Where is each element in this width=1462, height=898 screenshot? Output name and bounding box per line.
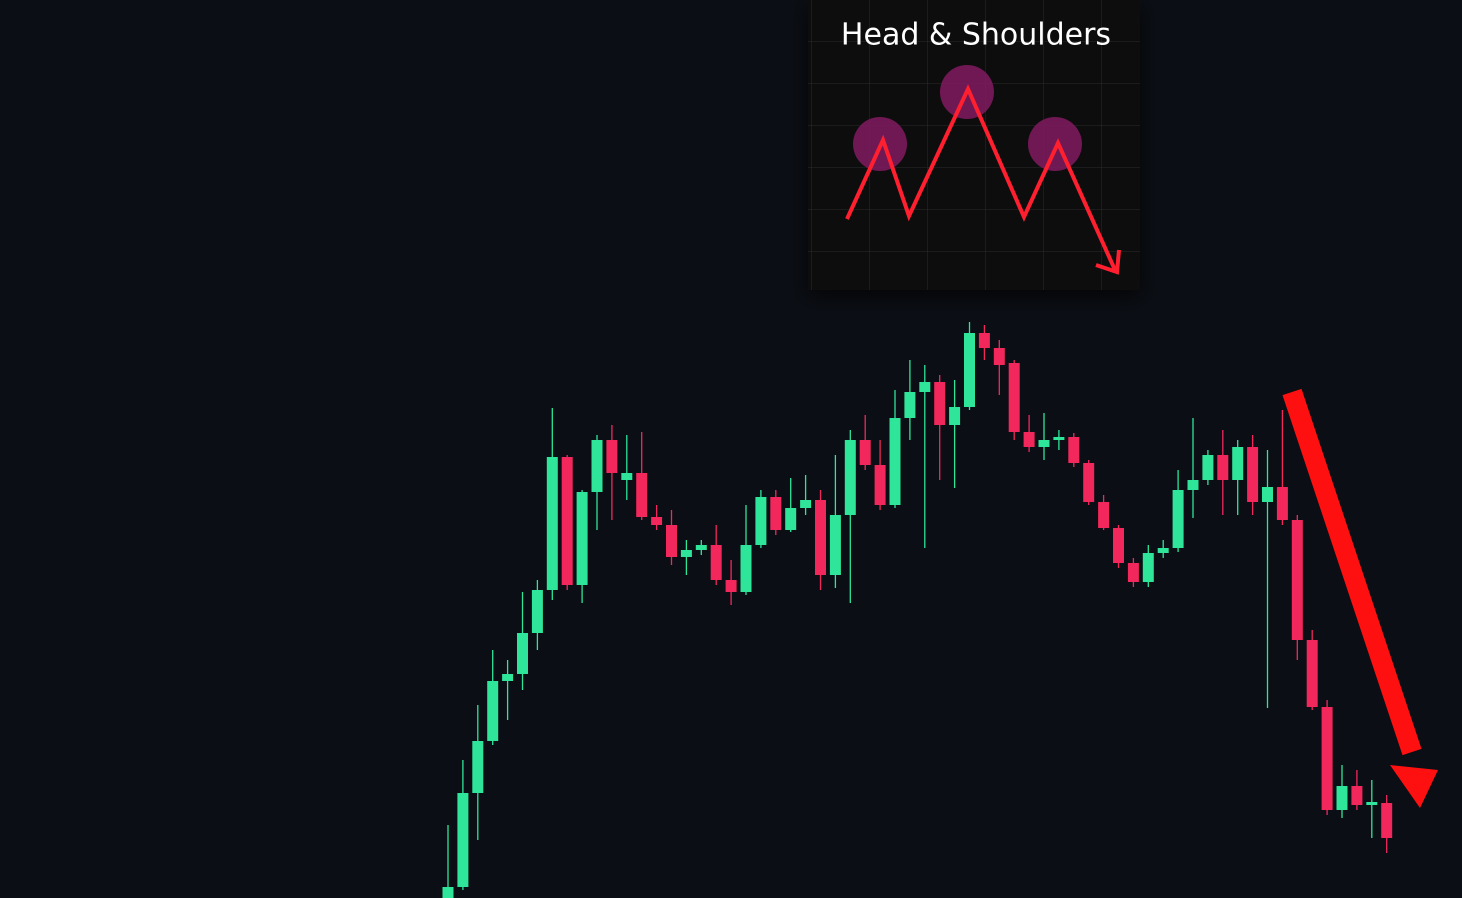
candle-body	[800, 500, 812, 508]
candle-body	[680, 550, 692, 557]
candle-body	[770, 497, 782, 530]
candle-body	[576, 492, 588, 585]
candle-body	[1038, 440, 1050, 447]
candle-body	[636, 473, 648, 517]
candle-body	[904, 392, 916, 418]
candle-body	[710, 545, 722, 580]
candle-body	[874, 465, 886, 505]
candle-body	[1306, 640, 1318, 707]
candle-body	[1247, 447, 1259, 502]
trend-arrow-head	[1390, 765, 1438, 808]
candle-body	[859, 440, 871, 465]
candle-body	[844, 440, 856, 515]
candle-body	[1187, 480, 1199, 490]
candle-body	[651, 517, 663, 525]
inset: Head & Shoulders	[808, 0, 1140, 290]
candle-body	[1232, 447, 1244, 480]
candle-body	[1157, 548, 1169, 553]
candle-body	[1023, 432, 1035, 447]
candle-body	[1321, 707, 1333, 810]
candle-body	[666, 525, 677, 557]
candle-body	[1127, 563, 1139, 582]
candle-body	[561, 457, 573, 585]
candle-body	[978, 333, 990, 348]
candle-body	[1217, 455, 1229, 480]
candle-body	[1291, 520, 1303, 640]
candle-body	[621, 473, 633, 480]
candle-body	[1366, 802, 1378, 805]
candle-body	[1276, 487, 1288, 520]
candle-body	[531, 590, 543, 633]
candle-body	[1172, 490, 1184, 548]
candle-body	[1098, 502, 1110, 528]
candle-body	[934, 382, 946, 425]
candle-body	[606, 440, 618, 473]
candle-body	[889, 418, 901, 505]
candle-body	[487, 681, 499, 741]
candles	[442, 322, 1393, 898]
candle-body	[1202, 455, 1214, 480]
candle-body	[755, 497, 767, 545]
pattern-line	[845, 84, 1117, 271]
candle-body	[502, 674, 514, 681]
candle-body	[695, 545, 707, 550]
candle-body	[949, 407, 961, 425]
candle-body	[1351, 786, 1363, 805]
candle-body	[517, 633, 528, 674]
trend-arrow-shaft	[1282, 388, 1422, 756]
candle-body	[964, 333, 975, 407]
candle-body	[1008, 363, 1020, 432]
candle-body	[546, 457, 558, 590]
candle-body	[1068, 437, 1080, 463]
candle-body	[457, 793, 469, 887]
trend-arrow	[1282, 388, 1438, 808]
candle-body	[919, 382, 931, 392]
candle-body	[1053, 437, 1065, 440]
shoulder-marker	[1028, 117, 1082, 171]
candle-body	[1142, 553, 1154, 582]
candle-body	[740, 545, 752, 592]
candle-body	[993, 348, 1005, 365]
candle-body	[472, 741, 484, 793]
candle-body	[591, 440, 603, 492]
candle-body	[442, 887, 454, 898]
candle-body	[785, 508, 797, 530]
candle-body	[1262, 487, 1273, 502]
candle-body	[1336, 786, 1348, 810]
candle-body	[1381, 803, 1393, 838]
candle-body	[725, 580, 737, 592]
candle-body	[815, 500, 826, 575]
candle-body	[829, 515, 841, 575]
candle-body	[1083, 463, 1095, 502]
pattern-arrowhead	[1095, 249, 1121, 275]
chart-title: Head & Shoulders	[841, 18, 1111, 53]
candle-body	[1113, 528, 1124, 563]
